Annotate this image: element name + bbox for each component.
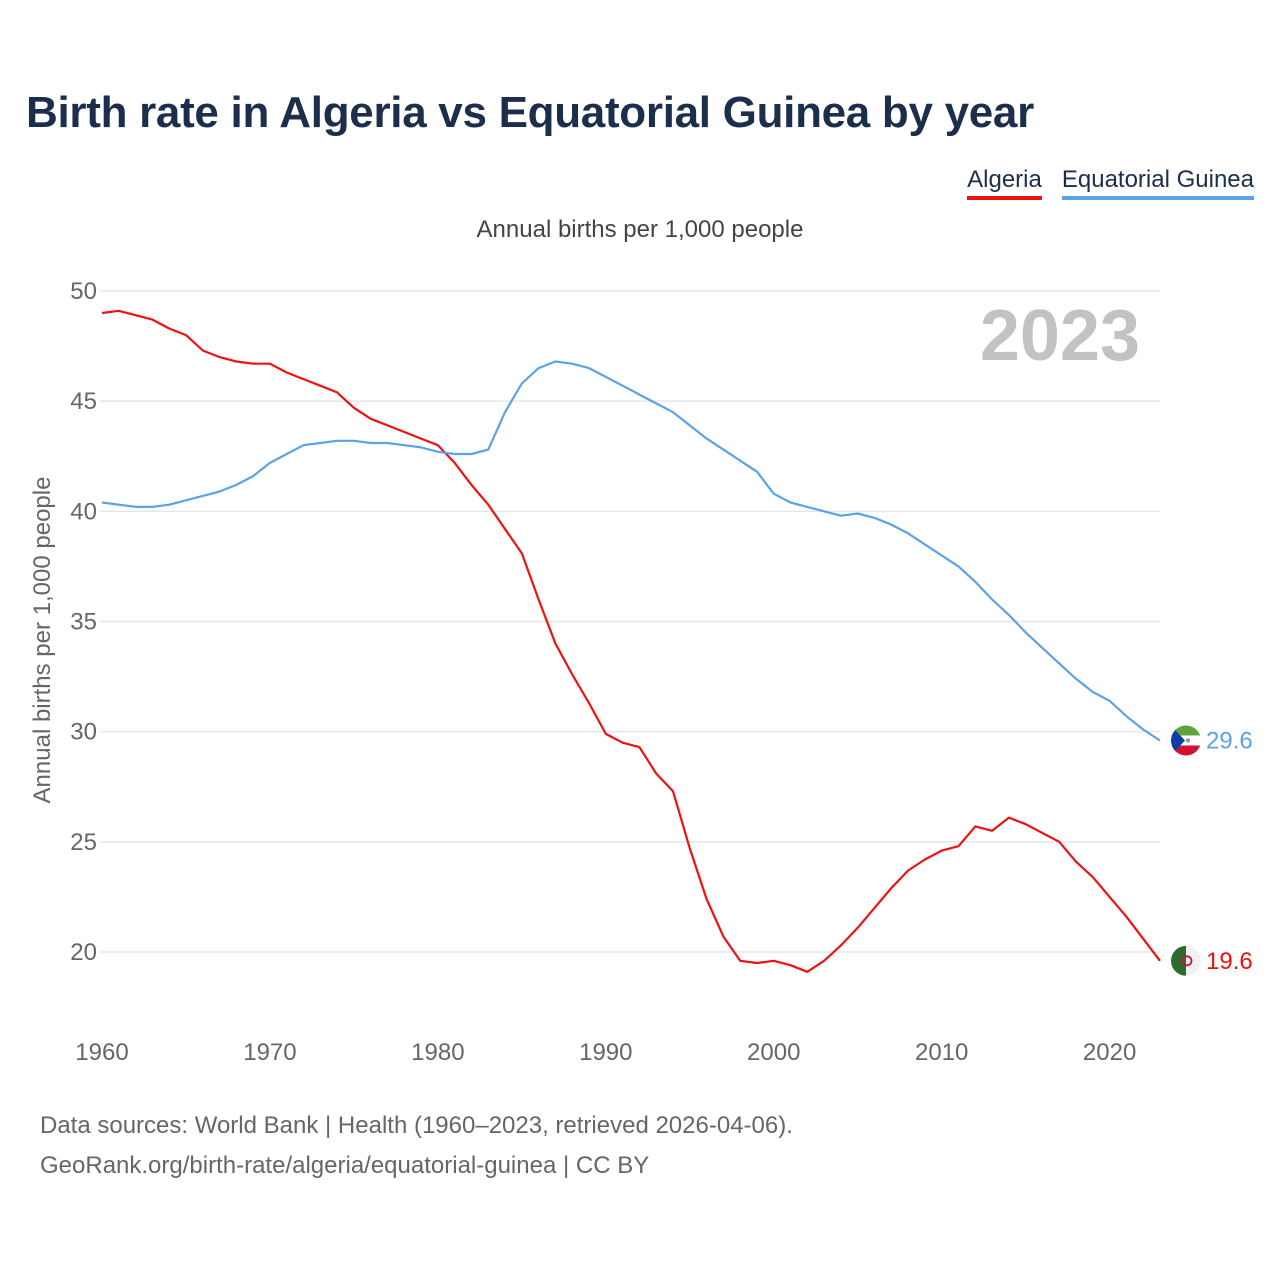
end-markers: 19.6 29.6 <box>1171 725 1253 976</box>
legend: Algeria Equatorial Guinea <box>967 166 1254 200</box>
y-tick-label: 25 <box>70 829 97 856</box>
gridlines <box>100 290 1160 953</box>
series-line-algeria[interactable] <box>101 309 1161 973</box>
x-tick-label: 1980 <box>411 1039 464 1066</box>
x-tick-label: 1990 <box>579 1039 632 1066</box>
y-axis-label: Annual births per 1,000 people <box>29 477 56 804</box>
equatorial-guinea-flag-icon <box>1171 725 1201 756</box>
legend-item-algeria[interactable]: Algeria <box>967 166 1042 200</box>
y-tick-label: 20 <box>70 939 97 966</box>
source-note: Data sources: World Bank | Health (1960–… <box>40 1106 793 1186</box>
x-tick-label: 2010 <box>915 1039 968 1066</box>
x-axis-ticks: 1960 1970 1980 1990 2000 2010 2020 <box>75 1039 1136 1066</box>
algeria-flag-icon <box>1171 945 1201 976</box>
y-tick-label: 45 <box>70 388 97 415</box>
chart-subtitle: Annual births per 1,000 people <box>476 216 804 243</box>
line-chart: 20 25 30 35 40 45 50 1960 1970 1980 1990 2000 2010 2… <box>29 278 1253 1066</box>
y-tick-label: 30 <box>70 719 97 746</box>
legend-item-equatorial-guinea[interactable]: Equatorial Guinea <box>1061 166 1254 200</box>
x-tick-label: 2020 <box>1083 1039 1136 1066</box>
series-line-equatorial-guinea[interactable] <box>101 360 1161 742</box>
x-tick-label: 2000 <box>747 1039 800 1066</box>
y-tick-label: 40 <box>70 498 97 525</box>
series-lines <box>101 309 1161 973</box>
y-axis-ticks: 20 25 30 35 40 45 50 <box>70 278 97 966</box>
source-line: Data sources: World Bank | Health (1960–… <box>40 1112 793 1139</box>
year-label: 2023 <box>980 296 1140 376</box>
end-value-label: 29.6 <box>1206 727 1253 754</box>
y-tick-label: 50 <box>70 278 97 305</box>
x-tick-label: 1970 <box>243 1039 296 1066</box>
end-value-label: 19.6 <box>1206 948 1253 975</box>
y-tick-label: 35 <box>70 609 97 636</box>
x-tick-label: 1960 <box>75 1039 128 1066</box>
credit-line[interactable]: GeoRank.org/birth-rate/algeria/equatoria… <box>40 1152 650 1179</box>
chart-title: Birth rate in Algeria vs Equatorial Guin… <box>26 88 1034 137</box>
